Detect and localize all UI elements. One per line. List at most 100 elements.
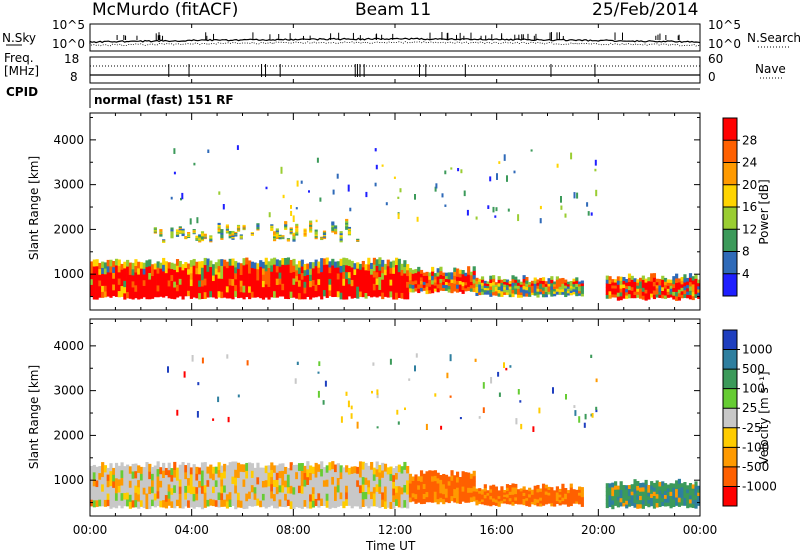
data-cell (153, 486, 157, 494)
data-cell (334, 229, 338, 232)
data-cell (159, 235, 163, 237)
data-cell (131, 268, 135, 276)
scatter-point (290, 205, 292, 209)
data-cell (461, 481, 465, 487)
data-cell (442, 488, 446, 495)
data-cell (489, 286, 493, 290)
scatter-point (556, 163, 559, 168)
data-cell (126, 478, 130, 486)
data-cell (383, 274, 388, 281)
data-cell (328, 267, 332, 274)
xtick-label: 00:00 (683, 523, 718, 537)
data-cell (419, 284, 424, 288)
data-cell (192, 500, 196, 509)
data-cell (428, 272, 432, 277)
data-cell (350, 473, 354, 481)
data-cell (536, 502, 540, 507)
data-cell (281, 484, 285, 493)
data-cell (167, 498, 171, 506)
data-cell (289, 285, 293, 292)
data-cell (686, 496, 690, 501)
data-cell (663, 295, 668, 299)
scatter-point (218, 191, 221, 195)
data-cell (669, 291, 673, 295)
data-cell (658, 282, 662, 286)
data-cell (386, 467, 390, 475)
data-cell (95, 466, 99, 474)
data-cell (652, 491, 657, 496)
data-cell (494, 496, 498, 500)
data-cell (428, 470, 432, 476)
data-cell (151, 292, 155, 299)
data-cell (378, 257, 382, 265)
data-cell (270, 271, 274, 279)
data-cell (508, 491, 512, 495)
data-cell (336, 290, 340, 298)
data-cell (220, 230, 224, 233)
data-cell (683, 293, 687, 299)
data-cell (669, 487, 673, 492)
data-cell (419, 487, 424, 493)
data-cell (295, 229, 299, 232)
data-cell (428, 275, 432, 280)
data-cell (109, 278, 113, 286)
freq-tick-top: 18 (64, 52, 80, 66)
data-cell (655, 294, 659, 298)
data-cell (231, 236, 235, 239)
data-cell (666, 294, 670, 298)
data-cell (297, 477, 302, 486)
data-cell (370, 291, 374, 298)
data-cell (242, 292, 246, 300)
data-cell (433, 288, 437, 292)
data-cell (292, 234, 296, 236)
data-cell (489, 502, 493, 507)
data-cell (101, 279, 105, 286)
data-cell (347, 228, 352, 231)
scatter-point (376, 389, 379, 395)
data-cell (442, 483, 446, 490)
ytick-label: 4000 (53, 133, 84, 147)
data-cell (126, 464, 130, 472)
data-cell (456, 280, 460, 285)
scatter-point (595, 409, 598, 413)
data-cell (361, 260, 365, 268)
data-cell (270, 290, 274, 298)
data-cell (264, 290, 268, 298)
data-cell (331, 290, 335, 298)
data-cell (198, 240, 202, 243)
data-cell (397, 291, 401, 299)
data-cell (489, 289, 493, 294)
data-cell (162, 242, 166, 243)
data-cell (195, 493, 199, 501)
data-cell (90, 267, 94, 274)
power-colorbar-swatch (723, 207, 737, 230)
beam-title: Beam 11 (355, 0, 432, 20)
data-cell (514, 285, 518, 289)
data-cell (422, 483, 426, 490)
data-cell (192, 471, 196, 480)
data-cell (480, 501, 485, 505)
data-cell (345, 222, 349, 225)
data-cell (694, 490, 698, 496)
data-cell (647, 291, 651, 296)
scatter-point (594, 159, 597, 166)
data-cell (311, 493, 315, 501)
data-cell (223, 265, 227, 273)
data-cell (248, 279, 252, 287)
data-cell (544, 500, 548, 505)
data-cell (625, 282, 629, 286)
data-cell (456, 284, 460, 289)
data-cell (306, 263, 310, 270)
data-cell (175, 278, 180, 285)
data-cell (295, 225, 299, 228)
data-cell (245, 290, 249, 298)
data-cell (236, 286, 241, 293)
data-cell (580, 487, 584, 491)
data-cell (162, 290, 166, 298)
data-cell (456, 487, 460, 493)
data-cell (469, 496, 474, 503)
data-cell (297, 273, 302, 281)
data-cell (270, 490, 274, 499)
data-cell (533, 277, 537, 281)
data-cell (342, 480, 346, 488)
